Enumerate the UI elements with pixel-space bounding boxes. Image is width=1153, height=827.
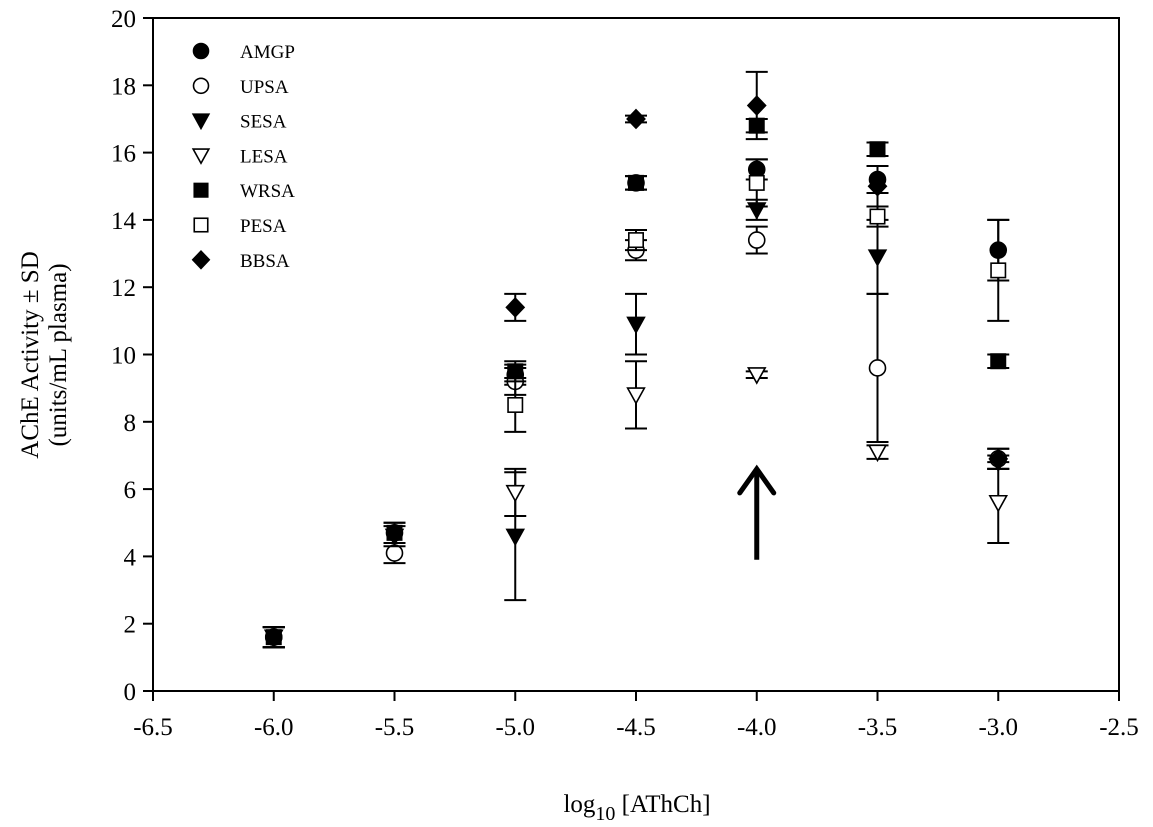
y-tick-label: 10	[111, 343, 136, 370]
legend-item-lesa: LESA	[191, 146, 288, 167]
data-point	[386, 524, 403, 541]
y-tick-label: 2	[124, 612, 137, 639]
data-point	[627, 174, 644, 191]
legend-item-wrsa: WRSA	[193, 181, 295, 202]
y-tick-label: 18	[111, 73, 136, 100]
legend-item-bbsa: BBSA	[191, 250, 290, 272]
data-point	[867, 175, 888, 197]
legend-marker	[192, 42, 210, 60]
x-tick-label: -4.0	[737, 714, 777, 741]
y-axis: 0 2 4 6 8 10 12 14 16 18 20	[111, 6, 153, 706]
data-point	[626, 316, 646, 335]
data-point	[868, 359, 887, 377]
x-tick-label: -4.5	[616, 714, 656, 741]
legend-marker	[193, 217, 209, 233]
data-point	[747, 231, 766, 249]
data-point	[869, 141, 886, 158]
y-tick-label: 12	[111, 275, 136, 302]
legend-label: UPSA	[240, 77, 289, 98]
legend-label: PESA	[240, 216, 287, 237]
data-point	[505, 528, 526, 547]
legend-label: SESA	[240, 112, 287, 133]
x-tick-label: -5.5	[375, 714, 415, 741]
data-point	[990, 353, 1007, 370]
annotation-layer	[737, 464, 777, 560]
y-tick-label: 4	[124, 544, 137, 571]
x-tick-label: -3.0	[978, 714, 1018, 741]
x-tick-label: -3.5	[858, 714, 898, 741]
data-point	[746, 95, 767, 116]
x-axis-title: log10 [AThCh]	[563, 791, 710, 825]
legend-item-pesa: PESA	[193, 216, 287, 237]
data-point	[507, 363, 524, 380]
y-axis-title-line-2: (units/mL plasma)	[45, 263, 72, 446]
legend-marker	[191, 113, 211, 131]
y-tick-label: 16	[111, 141, 136, 168]
data-point	[746, 367, 767, 385]
y-axis-title-line-1: AChE Activity ± SD	[17, 251, 44, 458]
legend-item-amgp: AMGP	[192, 42, 295, 63]
x-tick-label: -6.5	[133, 714, 173, 741]
series-pesa	[504, 158, 1010, 433]
legend-label: BBSA	[240, 251, 290, 272]
legend-label: WRSA	[240, 181, 295, 202]
data-point	[867, 249, 888, 267]
x-tick-label: -6.0	[254, 714, 294, 741]
data-point	[869, 208, 886, 225]
data-point	[988, 448, 1009, 470]
data-point	[990, 262, 1007, 279]
series-lesa	[262, 360, 1010, 649]
data-point	[505, 297, 526, 318]
legend-item-upsa: UPSA	[192, 77, 289, 98]
data-point	[505, 484, 526, 503]
legend-marker	[192, 77, 210, 95]
legend: AMGP UPSA SESA LESA WRSA PESA BBSA	[191, 42, 295, 272]
data-point	[988, 494, 1009, 513]
legend-marker	[191, 250, 211, 270]
x-axis: -6.5 -6.0 -5.5 -5.0 -4.5 -4.0 -3.5 -3.0 -2.5	[133, 691, 1139, 741]
y-tick-label: 0	[124, 679, 137, 706]
data-point	[507, 396, 524, 413]
legend-item-sesa: SESA	[191, 112, 287, 133]
data-point	[265, 629, 282, 646]
legend-marker	[191, 148, 211, 165]
data-point	[626, 108, 646, 130]
data-point	[627, 232, 644, 249]
y-tick-label: 6	[124, 477, 137, 504]
legend-label: AMGP	[240, 42, 295, 63]
annotation-arrow-head	[737, 464, 777, 496]
x-axis-title-prefix: log	[563, 791, 595, 818]
y-tick-label: 8	[124, 410, 137, 437]
x-axis-title-subscript: 10	[595, 803, 615, 825]
legend-marker	[193, 182, 209, 198]
x-axis-title-suffix: [AThCh]	[615, 791, 710, 818]
x-tick-label: -2.5	[1099, 714, 1139, 741]
legend-label: LESA	[240, 146, 288, 167]
data-layer	[262, 70, 1010, 649]
y-tick-label: 20	[111, 6, 136, 33]
data-point	[385, 544, 404, 562]
data-point	[626, 387, 646, 405]
series-upsa	[262, 225, 1010, 649]
data-point	[867, 444, 888, 463]
x-tick-label: -5.0	[495, 714, 535, 741]
y-tick-label: 14	[111, 208, 137, 235]
series-bbsa	[504, 70, 1010, 470]
data-point	[748, 174, 765, 191]
